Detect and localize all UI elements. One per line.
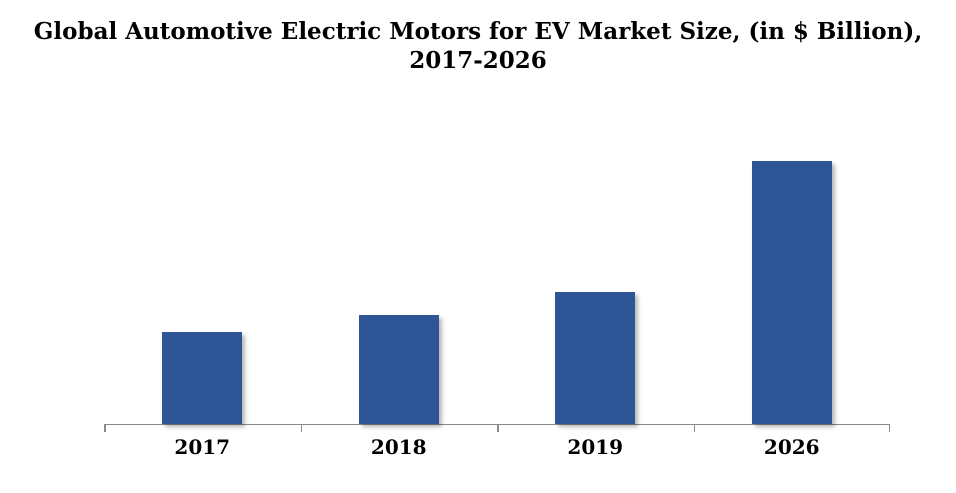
x-axis-tick: [888, 424, 890, 432]
plot-wrapper: 2017 2018 2019 2026: [104, 95, 890, 459]
bar-2026: [751, 160, 832, 424]
x-axis-tick: [693, 424, 695, 432]
x-axis-tick: [104, 424, 106, 432]
bar-band-2019: [497, 95, 694, 424]
chart-title-line-1: Global Automotive Electric Motors for EV…: [33, 18, 923, 45]
bar-2018: [358, 315, 439, 424]
bar-2019: [555, 292, 636, 424]
x-tick-label-2017: 2017: [174, 435, 231, 459]
x-axis-labels: 2017 2018 2019 2026: [104, 435, 890, 459]
bar-band-2026: [694, 95, 891, 424]
chart-title: Global Automotive Electric Motors for EV…: [0, 0, 956, 75]
x-tick-label-2019: 2019: [567, 435, 624, 459]
bar-2017: [162, 331, 243, 424]
x-tick-label-2018: 2018: [370, 435, 427, 459]
chart-title-line-2: 2017-2026: [409, 47, 547, 74]
x-axis-tick: [497, 424, 499, 432]
plot-area: [104, 95, 891, 432]
bar-band-2018: [301, 95, 498, 424]
bar-band-2017: [104, 95, 301, 424]
x-tick-label-2026: 2026: [763, 435, 820, 459]
x-axis-tick: [300, 424, 302, 432]
